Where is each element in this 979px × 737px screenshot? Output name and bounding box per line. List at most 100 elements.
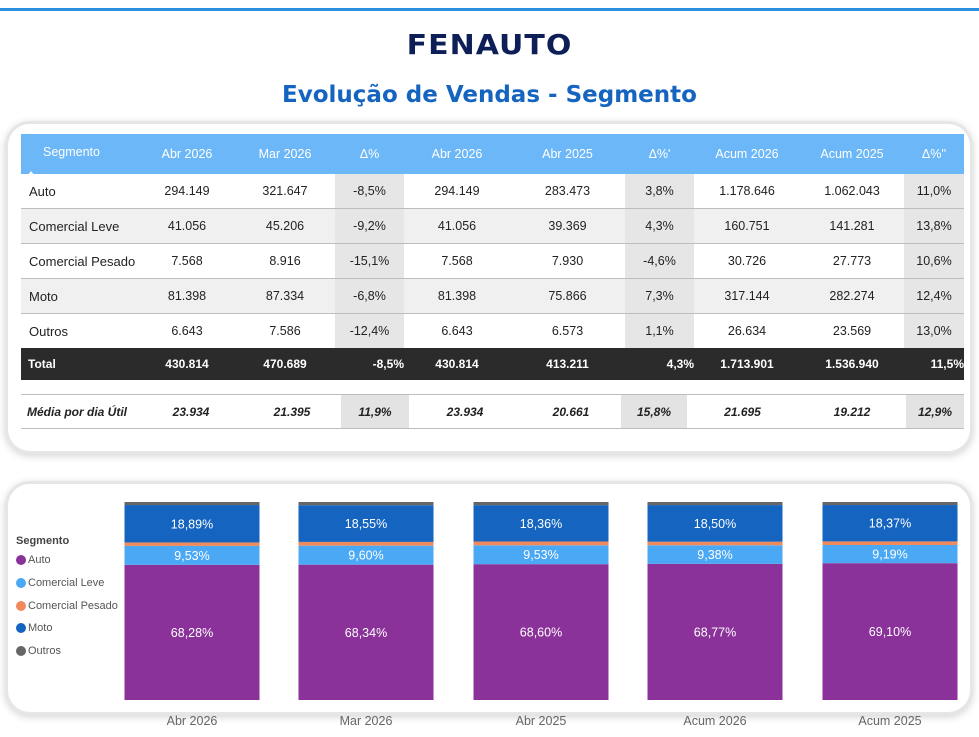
table-cell: 81.398	[437, 289, 477, 303]
bar-segment-auto[interactable]	[822, 563, 958, 700]
column-header[interactable]: Acum 2025	[820, 147, 884, 161]
data-label: 18,55%	[345, 517, 387, 531]
bar-segment-auto[interactable]	[647, 563, 783, 700]
bar-segment-outros[interactable]	[647, 502, 783, 506]
table-cell: 7.586	[269, 324, 301, 338]
legend-item-comercial-pesado[interactable]: Comercial Pesado	[16, 600, 118, 612]
column-header[interactable]: Acum 2026	[715, 147, 779, 161]
total-label: Total	[28, 357, 56, 371]
table-cell: 294.149	[164, 184, 210, 198]
legend-dot-icon	[16, 601, 26, 611]
table-row: Comercial Pesado 7.568 8.916 -15,1% 7.568 7.9…	[21, 244, 964, 279]
legend-item-outros[interactable]: Outros	[16, 645, 61, 657]
bar-segment-outros[interactable]	[298, 502, 434, 506]
bar-segment-comercial-leve[interactable]	[473, 545, 609, 565]
table-cell: 26.634	[727, 324, 767, 338]
total-cell: 4,3%	[666, 357, 694, 371]
data-label: 18,37%	[869, 517, 911, 531]
total-cell: 1.713.901	[720, 357, 774, 371]
table-cell: -9,2%	[335, 209, 404, 243]
bar-segment-auto[interactable]	[473, 564, 609, 700]
legend-label: Auto	[28, 554, 51, 566]
bar-segment-comercial-leve[interactable]	[647, 545, 783, 564]
table-cell: 6.573	[551, 324, 584, 338]
table-cell: 81.398	[167, 289, 207, 303]
table-cell: -15,1%	[335, 244, 404, 278]
total-cell: 1.536.940	[825, 357, 879, 371]
total-cell: 430.814	[435, 357, 479, 371]
table-cell: 41.056	[167, 219, 207, 233]
bar-segment-moto[interactable]	[124, 505, 260, 543]
table-cell: 1.062.043	[824, 184, 880, 198]
table-cell: -6,8%	[335, 279, 404, 313]
bar-segment-comercial-leve[interactable]	[822, 544, 958, 564]
column-header[interactable]: Abr 2026	[431, 147, 483, 161]
page-title: Evolução de Vendas - Segmento	[282, 82, 697, 108]
bar-segment-outros[interactable]	[822, 502, 958, 506]
table-cell: 282.274	[829, 289, 875, 303]
bar-segment-comercial-pesado[interactable]	[298, 541, 434, 546]
row-label: Auto	[29, 183, 56, 199]
legend-item-auto[interactable]: Auto	[16, 554, 51, 566]
table-cell: 41.056	[437, 219, 477, 233]
table-header: Segmento Abr 2026 Mar 2026 Δ% Abr 2026 Abr 20…	[21, 134, 964, 176]
column-header[interactable]: Abr 2025	[542, 147, 593, 161]
table-cell: 45.206	[265, 219, 305, 233]
legend-dot-icon	[16, 555, 26, 565]
table-cell: 1.178.646	[719, 184, 775, 198]
bar-segment-auto[interactable]	[124, 564, 260, 700]
table-cell: 160.751	[724, 219, 770, 233]
table-cell: 1,1%	[625, 314, 694, 348]
bar-segment-outros[interactable]	[473, 502, 609, 506]
sort-ascending-icon[interactable]	[27, 171, 35, 176]
table-cell: -4,6%	[625, 244, 694, 278]
bar-segment-comercial-pesado[interactable]	[822, 541, 958, 545]
bar-segment-comercial-pesado[interactable]	[647, 541, 783, 546]
average-cell: 15,8%	[621, 395, 687, 428]
table-cell: 13,8%	[904, 209, 964, 243]
x-tick-label: Abr 2026	[167, 714, 218, 728]
table-cell: 3,8%	[625, 174, 694, 208]
table-cell: 7.930	[551, 254, 584, 268]
table-cell: 30.726	[727, 254, 767, 268]
table-cell: 4,3%	[625, 209, 694, 243]
legend-item-moto[interactable]: Moto	[16, 622, 52, 634]
average-cell: 19.212	[833, 404, 871, 419]
table-cell: 39.369	[548, 219, 587, 233]
table-card: Segmento Abr 2026 Mar 2026 Δ% Abr 2026 Abr 20…	[8, 124, 970, 451]
table-row: Auto 294.149 321.647 -8,5% 294.149 283.473 3,8…	[21, 174, 964, 209]
legend-item-comercial-leve[interactable]: Comercial Leve	[16, 577, 104, 589]
column-header[interactable]: Mar 2026	[258, 147, 312, 161]
total-cell: 430.814	[165, 357, 209, 371]
row-label: Comercial Pesado	[29, 253, 136, 269]
bar-segment-moto[interactable]	[473, 505, 609, 542]
bar-segment-comercial-leve[interactable]	[124, 545, 260, 565]
bar-segment-moto[interactable]	[647, 505, 783, 542]
table-cell: 27.773	[832, 254, 872, 268]
column-header[interactable]: Δ%''	[921, 147, 947, 161]
data-label: 9,19%	[872, 548, 907, 562]
column-header[interactable]: Abr 2026	[161, 147, 213, 161]
data-label: 69,10%	[869, 625, 911, 639]
column-header[interactable]: Δ%'	[648, 147, 671, 161]
column-header-segmento[interactable]: Segmento	[21, 134, 161, 185]
table-cell: 6.643	[441, 324, 473, 338]
bar-segment-comercial-leve[interactable]	[298, 545, 434, 565]
bar-segment-comercial-pesado[interactable]	[473, 541, 609, 546]
table-cell: -8,5%	[335, 174, 404, 208]
legend-label: Comercial Pesado	[28, 600, 118, 612]
bar-segment-moto[interactable]	[298, 505, 434, 542]
data-label: 18,50%	[694, 517, 736, 531]
bar-segment-auto[interactable]	[298, 564, 434, 700]
bar-segment-moto[interactable]	[822, 505, 958, 542]
average-cell: 20.661	[552, 404, 590, 419]
bar-segment-outros[interactable]	[124, 502, 260, 506]
column-header[interactable]: Δ%	[359, 147, 380, 161]
legend-title: Segmento	[16, 535, 70, 547]
data-label: 9,53%	[174, 549, 209, 563]
bar-segment-comercial-pesado[interactable]	[124, 542, 260, 546]
x-tick-label: Acum 2026	[683, 714, 746, 728]
legend-dot-icon	[16, 646, 26, 656]
table-row: Outros 6.643 7.586 -12,4% 6.643 6.573 1,1% 26.6…	[21, 314, 964, 349]
table-cell: 13,0%	[904, 314, 964, 348]
